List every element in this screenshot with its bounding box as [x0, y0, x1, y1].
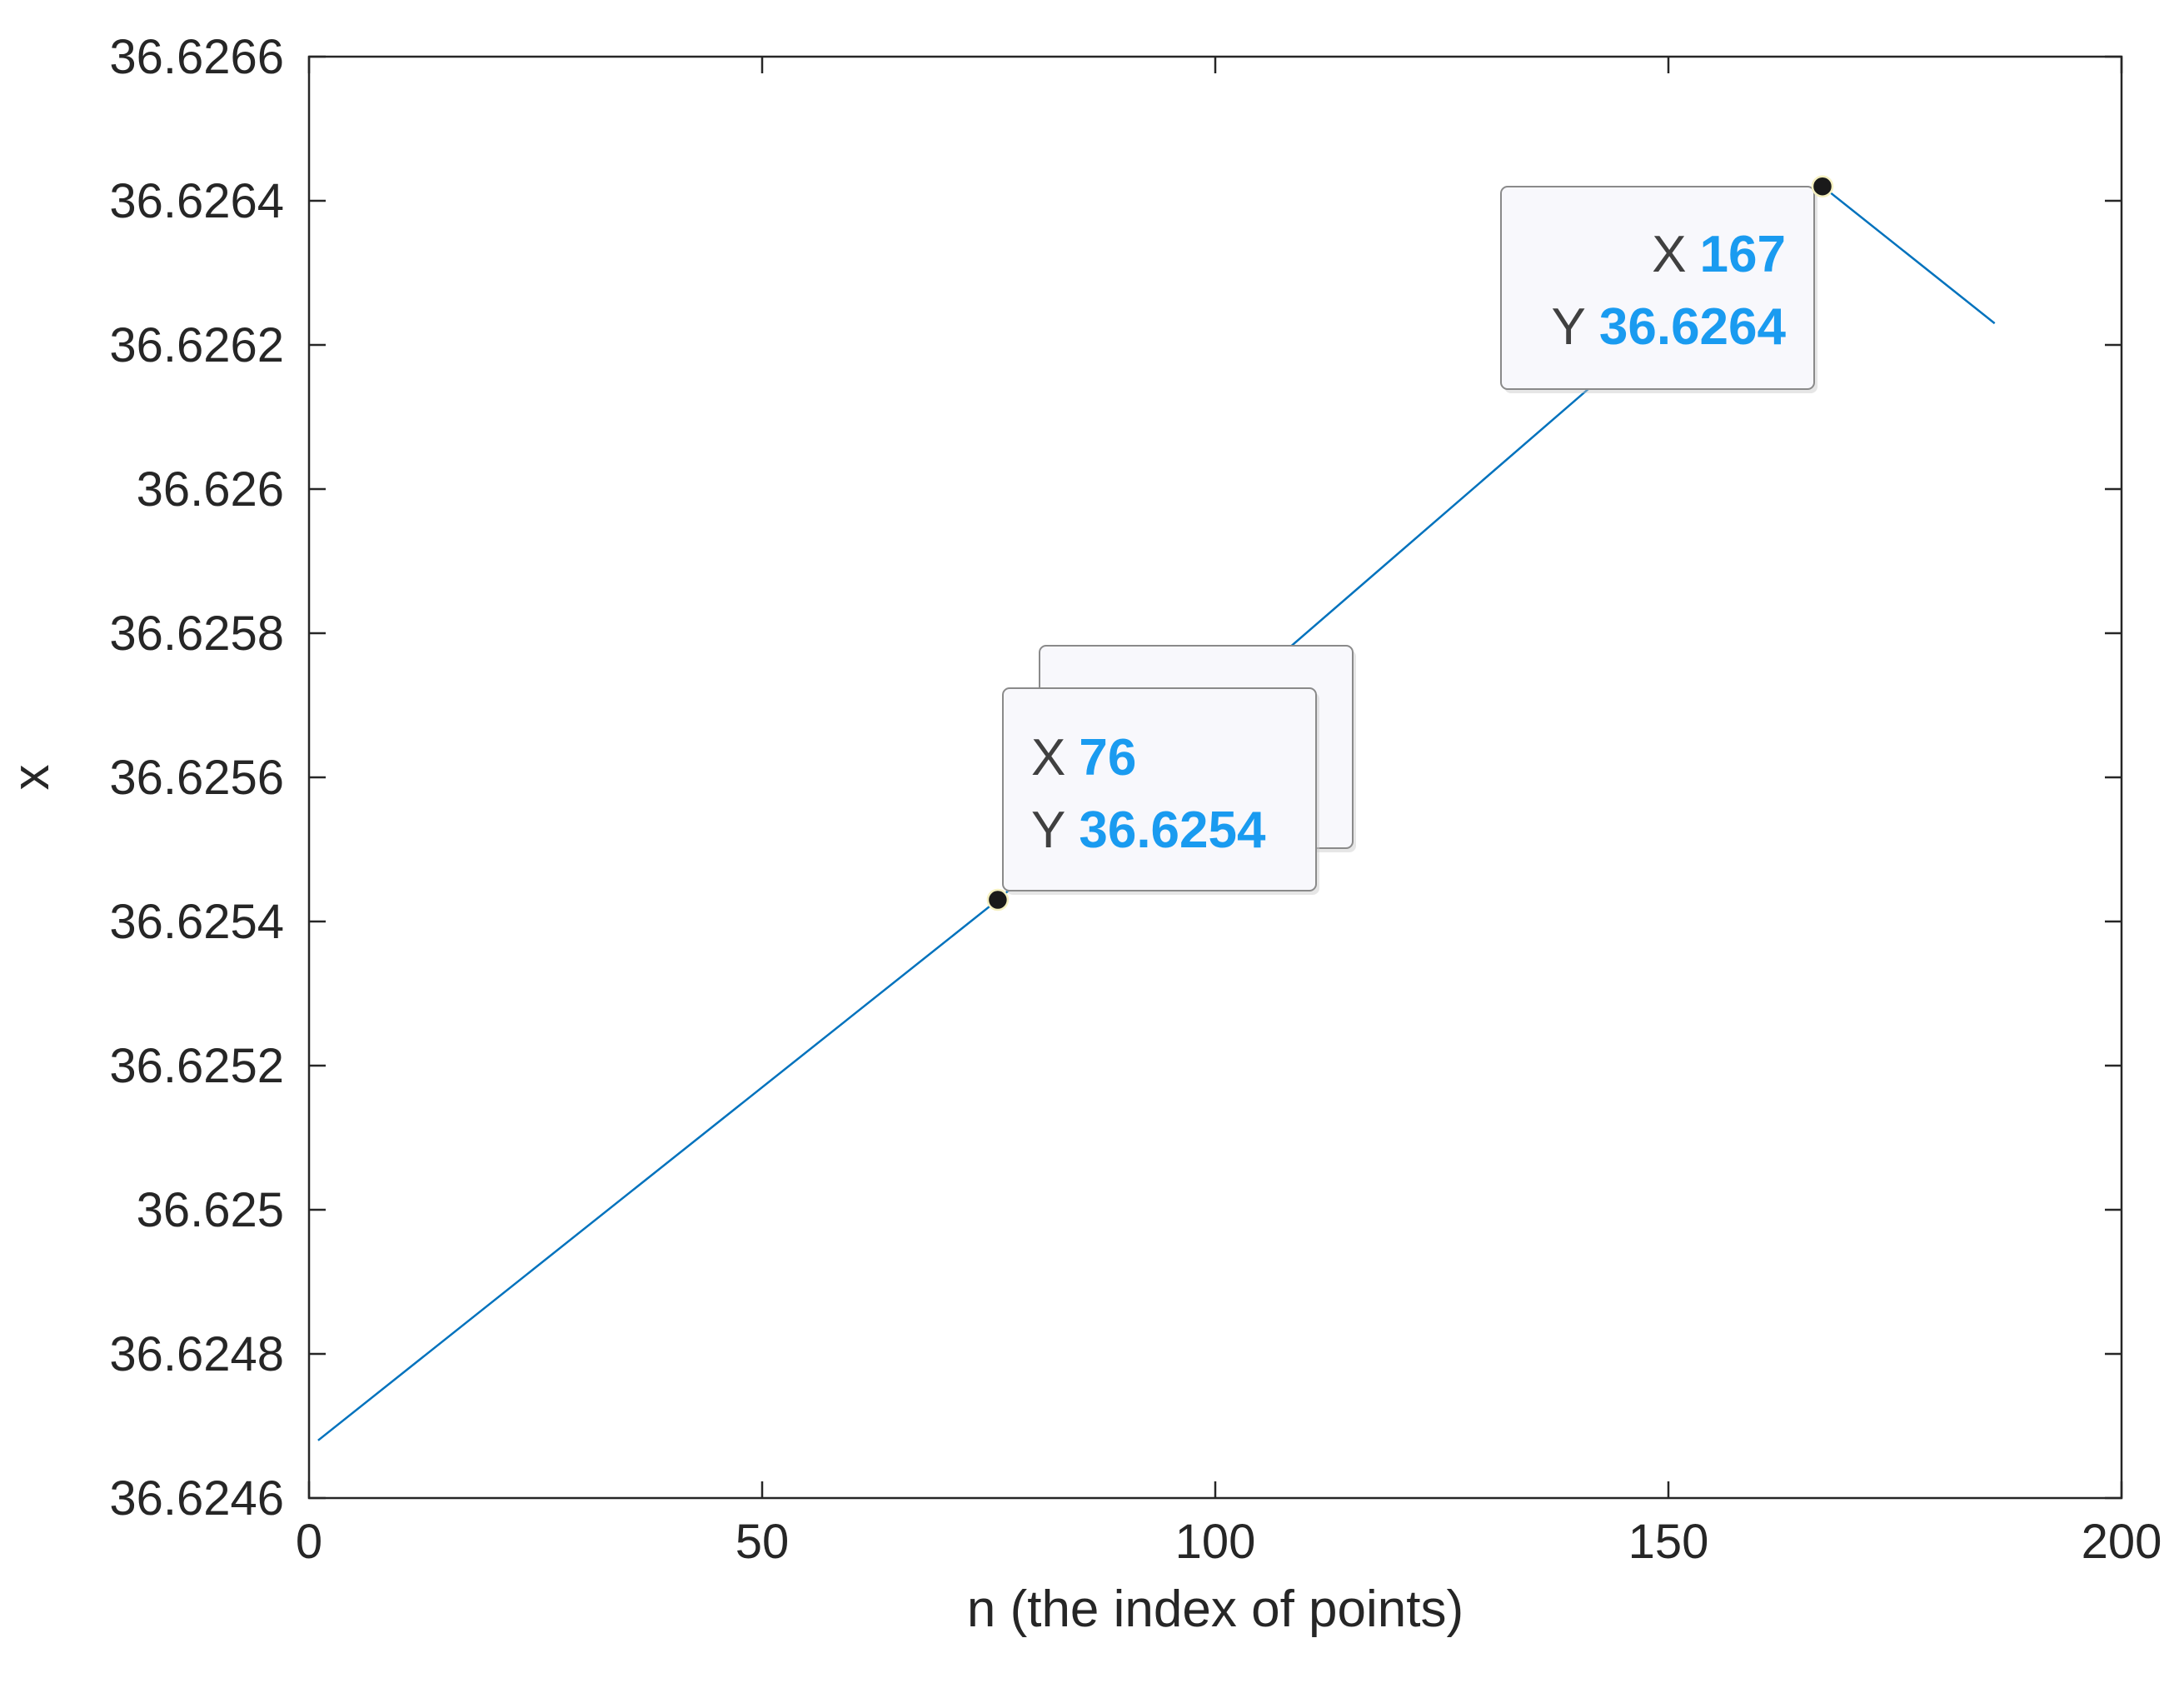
datatip-x-value: 76 — [1079, 729, 1136, 787]
series-layer — [317, 185, 1996, 1441]
y-tick-label: 36.626 — [137, 462, 284, 517]
datatip-y-value: 36.6254 — [1079, 802, 1266, 859]
y-tick-label: 36.6256 — [109, 751, 284, 805]
datatip-box — [1002, 687, 1317, 891]
y-tick-label: 36.6246 — [109, 1471, 284, 1526]
y-tick-label: 36.6258 — [109, 607, 284, 661]
datatip-1[interactable]: X 76Y 36.6254 — [986, 645, 1356, 911]
series-line — [317, 185, 1996, 1441]
axis-tick-labels: 0 50 100 150 200 36.6246 36.6248 36.625 36.6252 3… — [109, 30, 2162, 1569]
x-tick-label: 100 — [1175, 1515, 1256, 1569]
x-axis-label: n (the index of points) — [967, 1581, 1463, 1638]
y-axis-label: x — [2, 765, 60, 791]
x-tick-label: 0 — [296, 1515, 322, 1569]
y-tick-label: 36.6266 — [109, 30, 284, 84]
datatip-y-key: Y — [1552, 298, 1586, 356]
y-tick-label: 36.6248 — [109, 1327, 284, 1381]
datatip-box — [1500, 186, 1815, 390]
x-tick-label: 50 — [735, 1515, 790, 1569]
axes-box — [307, 55, 2123, 1500]
datatip-x-value: 167 — [1700, 226, 1786, 283]
y-tick-label: 36.6252 — [109, 1039, 284, 1093]
y-tick-label: 36.6254 — [109, 895, 284, 949]
datatip-marker[interactable] — [986, 888, 1010, 911]
y-tick-label: 36.625 — [137, 1183, 284, 1237]
x-tick-label: 150 — [1628, 1515, 1709, 1569]
datatip-y-value: 36.6264 — [1599, 298, 1787, 356]
y-tick-label: 36.6262 — [109, 318, 284, 372]
datatip-marker[interactable] — [1811, 175, 1834, 197]
datatip-x-key: X — [1031, 729, 1065, 787]
datatip-x-key: X — [1652, 226, 1686, 283]
y-tick-label: 36.6264 — [109, 174, 284, 228]
datatip-y-key: Y — [1031, 802, 1065, 859]
x-tick-label: 200 — [2082, 1515, 2162, 1569]
